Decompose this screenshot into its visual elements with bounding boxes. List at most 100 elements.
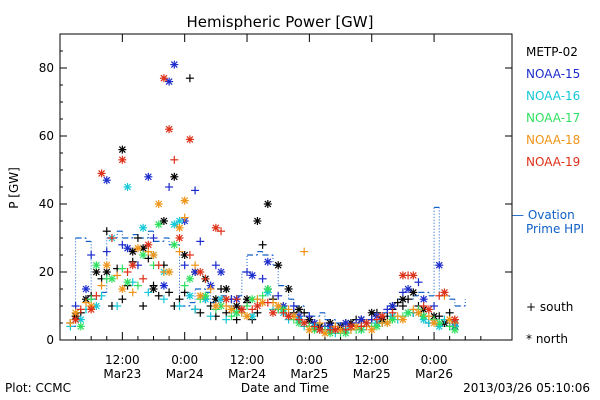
legend-north-marker: * north [526, 332, 568, 346]
x-axis-ticks: 12:00Mar230:00Mar2412:00Mar240:00Mar2512… [75, 34, 482, 381]
star-d2 [368, 326, 376, 334]
star-d2 [264, 258, 272, 266]
north-point [274, 261, 283, 270]
legend: METP-02 NOAA-15 NOAA-16 NOAA-17 NOAA-18 NOAA-… [512, 45, 584, 346]
satellite-points [66, 60, 459, 338]
south-point [196, 237, 205, 246]
south-point [253, 308, 262, 317]
north-point [191, 268, 200, 276]
star-d2 [409, 288, 417, 296]
star-d2 [217, 302, 225, 310]
star-d2 [451, 326, 459, 334]
north-point [201, 291, 210, 300]
north-point [139, 223, 148, 232]
star-d2 [202, 292, 209, 300]
south-point [222, 302, 231, 310]
north-point [404, 285, 413, 293]
south-point [424, 312, 433, 321]
north-point [367, 308, 376, 317]
x-tick-time: 0:00 [296, 353, 323, 367]
star-d2 [264, 285, 272, 293]
plot-frame [59, 33, 513, 341]
north-point [357, 315, 366, 324]
star-d2 [165, 125, 173, 133]
star-d2 [347, 322, 355, 330]
north-point [367, 325, 376, 334]
north-point [232, 308, 241, 317]
x-tick-date: Mar25 [353, 367, 391, 381]
legend-south-marker: + south [526, 300, 573, 314]
star-d2 [186, 275, 194, 283]
south-point [102, 247, 111, 256]
star-d2 [305, 326, 313, 334]
north-point [263, 257, 272, 266]
south-point [227, 312, 236, 321]
south-point [154, 291, 163, 300]
north-point [185, 135, 194, 144]
north-point [144, 240, 153, 249]
north-point [211, 223, 220, 232]
north-point [196, 291, 205, 300]
north-point [154, 200, 163, 208]
star-d2 [316, 326, 324, 334]
star-d2 [165, 78, 173, 86]
y-tick-label: 40 [39, 197, 54, 211]
north-point [378, 312, 387, 321]
south-point [87, 251, 96, 259]
north-point [87, 305, 96, 314]
north-point [383, 319, 392, 327]
star-d2 [285, 312, 293, 320]
south-point [388, 308, 397, 317]
star-d2 [243, 295, 251, 303]
star-d2 [274, 261, 282, 269]
star-d2 [222, 295, 230, 303]
x-tick-time: 0:00 [421, 353, 448, 367]
south-point [76, 305, 85, 314]
star-d2 [212, 295, 220, 303]
south-point [170, 155, 179, 164]
star-d2 [196, 268, 204, 276]
north-point [149, 251, 158, 259]
star-d2 [248, 271, 256, 279]
star-d2 [248, 295, 256, 303]
star-d2 [176, 234, 183, 242]
star-d2 [124, 244, 131, 252]
star-d2 [254, 302, 261, 310]
south-point [201, 274, 210, 283]
star-d2 [129, 248, 137, 256]
south-point [118, 240, 127, 249]
star-d2 [87, 305, 95, 313]
north-point [102, 261, 111, 270]
north-point [388, 302, 397, 310]
star-d2 [186, 135, 194, 143]
south-point [263, 298, 272, 307]
south-point [87, 295, 96, 304]
north-point [450, 315, 459, 324]
star-d2 [186, 292, 194, 300]
north-point [294, 305, 303, 314]
star-d2 [155, 220, 163, 228]
star-d2 [290, 312, 298, 320]
north-point [92, 302, 101, 310]
legend-series-label: METP-02 [526, 45, 578, 59]
north-point [71, 308, 80, 317]
star-d2 [399, 271, 407, 279]
north-point [180, 196, 189, 205]
star-d2 [160, 282, 168, 290]
north-point [170, 172, 179, 181]
north-point [331, 325, 340, 334]
legend-ovation-line1: — Ovation [512, 208, 575, 222]
south-point [310, 322, 319, 331]
south-point [185, 251, 194, 259]
south-point [258, 274, 267, 283]
south-point [113, 271, 122, 280]
star-d2 [212, 302, 220, 310]
north-point [362, 319, 371, 327]
y-axis-ticks: 0 20 40 60 80 [39, 33, 512, 347]
star-d2 [134, 244, 142, 252]
south-point [294, 315, 303, 324]
south-point [445, 322, 454, 331]
south-point [357, 322, 366, 331]
north-point [170, 220, 179, 229]
star-d2 [389, 316, 396, 324]
